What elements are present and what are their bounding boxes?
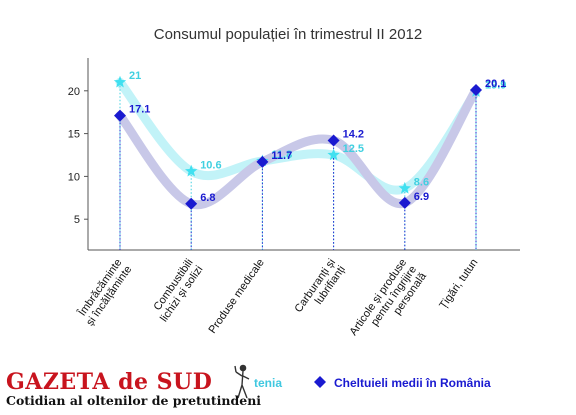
data-label: 14.2	[343, 128, 364, 140]
data-label: 20.1	[485, 78, 506, 90]
figure-icon	[234, 364, 250, 399]
data-point-star	[398, 181, 411, 194]
data-label: 11.8	[271, 149, 292, 161]
x-tick-label: Îmbrăcăminteși încălțăminte	[73, 256, 134, 328]
data-point-diamond	[398, 196, 411, 209]
data-point-diamond	[256, 155, 269, 168]
data-label: 11.7	[271, 150, 292, 162]
x-tick-label: Țigări, tutun	[437, 257, 480, 311]
data-label: 17.1	[129, 104, 150, 116]
series-band-1	[115, 77, 481, 195]
gazeta-de-sud-logo: GAZETA de SUD Cotidian al oltenilor de p…	[6, 364, 261, 408]
data-label: 12.5	[343, 143, 364, 155]
logo-name: GAZETA de SUD	[6, 369, 212, 395]
y-tick-label: 10	[68, 171, 80, 183]
data-label: 21	[129, 70, 141, 82]
x-tick-label: Articole și produsepentru îngrijireperso…	[348, 256, 430, 351]
data-point-diamond	[185, 197, 198, 210]
data-label: 19.9	[485, 80, 506, 92]
y-tick-label: 15	[68, 129, 80, 141]
x-tick-label: Produse medicale	[207, 257, 267, 336]
data-label: 6.8	[200, 192, 215, 204]
legend-item-series-2: Cheltuieli medii în România	[334, 376, 491, 390]
data-label: 6.9	[414, 191, 429, 203]
legend-marker-diamond	[314, 376, 326, 388]
data-point-star	[185, 164, 198, 177]
x-tick-label: Carburanți șilubrifianți	[292, 257, 347, 322]
data-point-star	[327, 148, 340, 161]
data-point-star	[113, 75, 127, 88]
data-point-diamond	[470, 83, 482, 96]
logo-tagline: Cotidian al oltenilor de pretutindeni	[6, 393, 261, 408]
series-band-2	[115, 85, 481, 210]
y-tick-label: 20	[68, 86, 80, 98]
data-point-diamond	[327, 134, 340, 147]
data-point-diamond	[114, 109, 126, 122]
data-label: 10.6	[200, 159, 221, 171]
chart-title: Consumul populației în trimestrul II 201…	[154, 26, 422, 43]
x-tick-label: Combustibililichizi și solizi	[148, 257, 205, 324]
data-label: 8.6	[414, 176, 429, 188]
y-tick-label: 5	[74, 214, 80, 226]
legend-item-series-1: tenia	[254, 376, 282, 390]
